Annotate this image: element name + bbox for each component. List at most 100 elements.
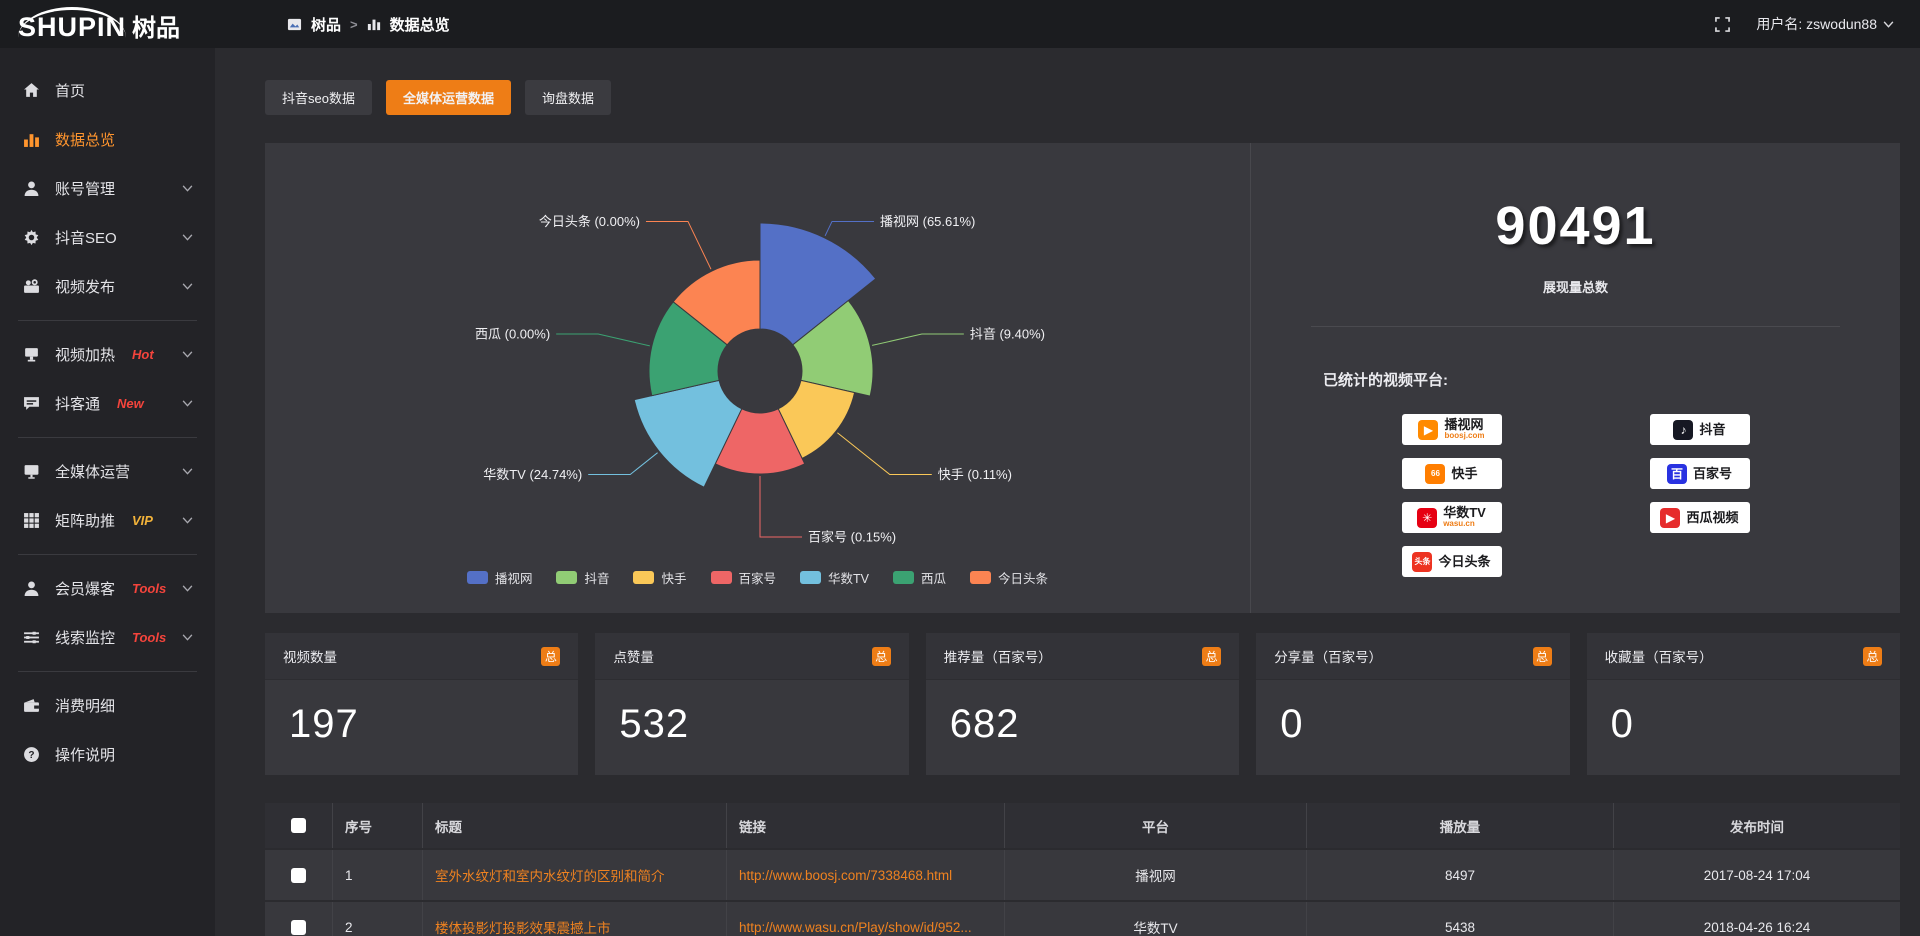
- stat-card-shares: 分享量（百家号） 总 0: [1256, 633, 1570, 775]
- stat-card-value: 532: [619, 702, 690, 746]
- pie-slice[interactable]: [633, 379, 743, 488]
- user-menu[interactable]: 用户名: zswodun88: [1756, 14, 1894, 34]
- chevron-down-icon: [1883, 20, 1894, 28]
- video-url-link[interactable]: http://www.boosj.com/7338468.html: [739, 867, 953, 883]
- video-title-link[interactable]: 室外水纹灯和室内水纹灯的区别和简介: [435, 869, 665, 884]
- legend-item[interactable]: 西瓜: [893, 568, 946, 587]
- sidebar-item-matrix-boost[interactable]: 矩阵助推 VIP: [0, 496, 215, 545]
- legend-item[interactable]: 快手: [633, 568, 687, 587]
- platform-badge[interactable]: ▶ 播视网 boosj.com: [1401, 414, 1502, 445]
- cell-title: 楼体投影灯投影效果震撼上市: [423, 902, 727, 936]
- fullscreen-icon[interactable]: [1715, 16, 1731, 32]
- platform-name: 抖音: [1699, 421, 1726, 437]
- logo-text-cn: 树品: [132, 15, 181, 42]
- sidebar-item-label: 线索监控: [55, 630, 116, 647]
- tab-inquiry-data[interactable]: 询盘数据: [524, 80, 611, 115]
- breadcrumb: 树品 > 数据总览: [287, 14, 450, 35]
- cell-publish-time: 2018-04-26 16:24: [1703, 919, 1811, 935]
- select-all-checkbox[interactable]: [291, 818, 306, 833]
- tab-omnimedia-data[interactable]: 全媒体运营数据: [385, 80, 511, 115]
- sidebar-item-lead-monitor[interactable]: 线索监控 Tools: [0, 613, 215, 662]
- platform-sub: boosj.com: [1444, 431, 1485, 441]
- col-header: 发布时间: [1730, 819, 1784, 835]
- platforms-title: 已统计的视频平台:: [1323, 372, 1448, 389]
- platform-badge[interactable]: 66 快手: [1401, 458, 1502, 489]
- xigua-play-icon: ▶: [1660, 507, 1681, 528]
- breadcrumb-root[interactable]: 树品: [311, 16, 342, 34]
- row-checkbox[interactable]: [291, 867, 306, 883]
- cell-index: 2: [333, 902, 423, 936]
- main-content: 抖音seo数据 全媒体运营数据 询盘数据 播视网 (65.61%) 抖音 (9.4…: [215, 48, 1920, 936]
- platform-badge[interactable]: 头条 今日头条: [1401, 546, 1502, 577]
- video-url-link[interactable]: http://www.wasu.cn/Play/show/id/952...: [739, 919, 972, 935]
- video-title-link[interactable]: 楼体投影灯投影效果震撼上市: [435, 921, 611, 936]
- platform-badge[interactable]: ♪ 抖音: [1649, 414, 1750, 445]
- legend-item[interactable]: 华数TV: [800, 568, 869, 587]
- cell-platform: 播视网: [1005, 850, 1307, 900]
- sidebar-item-doukutong[interactable]: 抖客通 New: [0, 379, 215, 428]
- row-select-cell: [265, 850, 333, 900]
- sidebar-divider: [18, 671, 197, 672]
- sidebar-item-label: 抖客通: [55, 396, 101, 413]
- chevron-down-icon: [182, 585, 193, 592]
- total-badge[interactable]: 总: [871, 646, 891, 666]
- legend-item[interactable]: 抖音: [556, 568, 609, 587]
- stat-card-value: 0: [1280, 702, 1304, 746]
- legend-swatch: [466, 571, 488, 584]
- pie-slice[interactable]: [777, 379, 856, 460]
- total-badge[interactable]: 总: [1532, 646, 1552, 666]
- col-header: 序号: [333, 803, 423, 848]
- pie-slice[interactable]: [648, 301, 728, 397]
- sidebar-item-member-burst[interactable]: 会员爆客 Tools: [0, 564, 215, 613]
- logo-text-en: SHUPIN: [18, 7, 127, 41]
- chevron-down-icon: [182, 185, 193, 192]
- sidebar-item-home[interactable]: 首页: [0, 66, 215, 115]
- row-checkbox[interactable]: [291, 919, 306, 935]
- chevron-down-icon: [182, 351, 193, 358]
- legend-label: 抖音: [584, 572, 610, 586]
- legend-swatch: [893, 571, 914, 584]
- sidebar-item-account[interactable]: 账号管理: [0, 164, 215, 213]
- table-row: 2 楼体投影灯投影效果震撼上市 http://www.wasu.cn/Play/…: [265, 900, 1900, 936]
- sliders-icon: [22, 629, 40, 646]
- overview-panel: 播视网 (65.61%) 抖音 (9.40%) 快手 (0.11%) 百家号 (0.1…: [265, 143, 1900, 613]
- hot-badge: Hot: [132, 347, 154, 362]
- sidebar-item-video-publish[interactable]: 视频发布: [0, 262, 215, 311]
- pie-slice[interactable]: [714, 408, 806, 475]
- app-logo: SHUPIN 树品: [0, 7, 215, 41]
- tools-badge: Tools: [132, 630, 167, 645]
- pie-slice[interactable]: [792, 299, 874, 397]
- sidebar-item-video-heat[interactable]: 视频加热 Hot: [0, 330, 215, 379]
- table-row: 1 室外水纹灯和室内水纹灯的区别和简介 http://www.boosj.com…: [265, 848, 1900, 900]
- total-badge[interactable]: 总: [1862, 646, 1882, 666]
- user-icon: [22, 180, 40, 197]
- question-circle-icon: ?: [22, 746, 40, 763]
- pie-label: 播视网 (65.61%): [880, 214, 975, 229]
- platform-badge[interactable]: ▶ 西瓜视频: [1649, 502, 1750, 533]
- legend-item[interactable]: 今日头条: [970, 568, 1048, 587]
- tab-douyin-seo-data[interactable]: 抖音seo数据: [265, 80, 372, 115]
- total-badge[interactable]: 总: [1202, 646, 1222, 666]
- platform-badge[interactable]: ✳ 华数TV wasu.cn: [1401, 502, 1502, 533]
- platform-badge[interactable]: 百百家号: [1649, 458, 1750, 489]
- pie-slice[interactable]: [759, 222, 877, 346]
- sidebar-item-data-overview[interactable]: 数据总览: [0, 115, 215, 164]
- legend-item[interactable]: 百家号: [710, 568, 777, 587]
- legend-label: 百家号: [738, 572, 777, 586]
- sidebar-item-instructions[interactable]: ? 操作说明: [0, 730, 215, 779]
- total-badge[interactable]: 总: [541, 646, 561, 666]
- cell-platform: 华数TV: [1005, 902, 1307, 936]
- rose-chart: 播视网 (65.61%) 抖音 (9.40%) 快手 (0.11%) 百家号 (0.1…: [265, 143, 1250, 613]
- sidebar-item-douyin-seo[interactable]: 抖音SEO: [0, 213, 215, 262]
- sidebar-item-omnimedia[interactable]: 全媒体运营: [0, 447, 215, 496]
- pie-label: 今日头条 (0.00%): [539, 214, 640, 229]
- pie-label-line: [556, 333, 650, 347]
- breadcrumb-current: 数据总览: [389, 16, 450, 34]
- sidebar-item-spend-detail[interactable]: 消费明细: [0, 681, 215, 730]
- legend-item[interactable]: 播视网: [466, 568, 532, 587]
- vip-badge: VIP: [132, 513, 153, 528]
- pie-slice[interactable]: [672, 259, 761, 346]
- legend-label: 西瓜: [921, 572, 947, 586]
- douyin-note-icon: ♪: [1673, 419, 1694, 440]
- pie-label-line: [837, 432, 932, 475]
